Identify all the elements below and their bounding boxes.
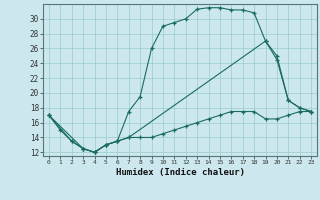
- X-axis label: Humidex (Indice chaleur): Humidex (Indice chaleur): [116, 168, 244, 177]
